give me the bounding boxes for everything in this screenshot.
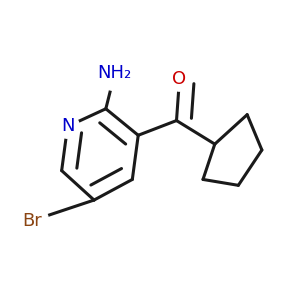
Text: Br: Br (22, 212, 42, 230)
Text: O: O (172, 70, 187, 88)
Text: NH₂: NH₂ (98, 64, 132, 82)
Text: N: N (61, 117, 74, 135)
Circle shape (56, 115, 79, 138)
Circle shape (168, 68, 191, 91)
Circle shape (98, 56, 132, 91)
Circle shape (16, 205, 48, 237)
